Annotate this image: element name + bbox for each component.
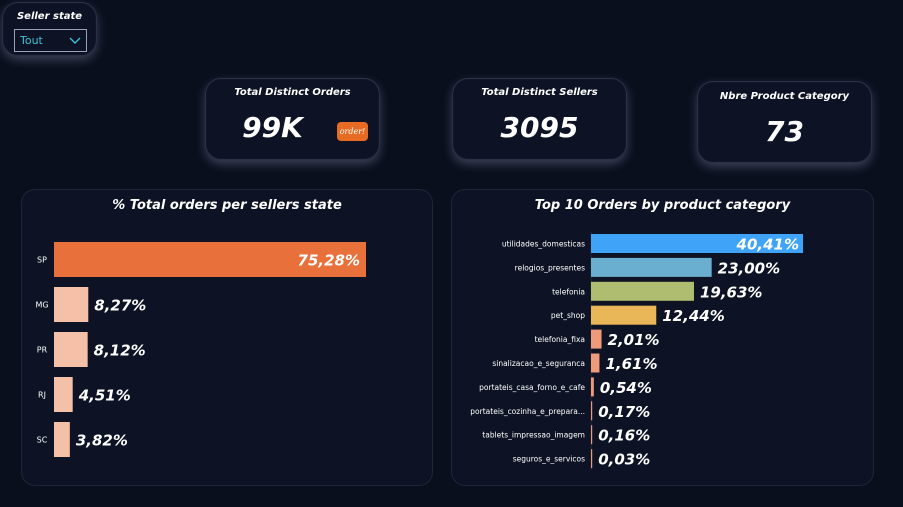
kpi-total-distinct-sellers: Total Distinct Sellers 3095 xyxy=(452,78,627,160)
state-bar[interactable] xyxy=(54,332,88,367)
state-data-label: 3,82% xyxy=(76,432,128,450)
kpi-product-category-count: Nbre Product Category 73 xyxy=(697,81,872,163)
kpi-value: 3095 xyxy=(500,111,579,144)
top-categories-panel: Top 10 Orders by product category utilid… xyxy=(451,189,874,486)
category-bar[interactable] xyxy=(591,401,593,421)
category-data-label: 12,44% xyxy=(662,307,724,325)
slicer-title: Seller state xyxy=(16,11,83,22)
category-bar[interactable] xyxy=(591,234,803,253)
category-bar[interactable] xyxy=(591,305,657,325)
category-bar[interactable] xyxy=(591,281,694,301)
category-tick-label: utilidades_domesticas xyxy=(502,240,585,249)
category-tick-label: telefonia xyxy=(552,287,585,296)
state-bar[interactable] xyxy=(54,422,70,457)
category-data-label: 1,61% xyxy=(605,355,657,373)
kpi-title: Nbre Product Category xyxy=(719,91,850,102)
category-tick-label: relogios_presentes xyxy=(515,263,585,272)
category-tick-label: tablets_impressao_imagem xyxy=(482,431,585,440)
category-data-label: 0,03% xyxy=(598,451,650,469)
state-bar[interactable] xyxy=(54,377,73,412)
order-badge-logo: order! xyxy=(337,122,368,141)
chart-title: % Total orders per sellers state xyxy=(112,198,342,213)
chevron-down-icon xyxy=(69,37,81,45)
state-tick-label: SC xyxy=(37,436,48,445)
orders-per-state-chart: SP 75,28% MG 8,27% PR 8,12% RJ 4,51% SC 3,82% xyxy=(35,242,366,457)
kpi-title: Total Distinct Sellers xyxy=(481,87,598,98)
category-data-label: 2,01% xyxy=(608,331,660,349)
state-bar[interactable] xyxy=(54,242,366,277)
category-bar[interactable] xyxy=(591,449,593,469)
category-tick-label: pet_shop xyxy=(551,311,585,320)
state-tick-label: MG xyxy=(35,301,48,310)
category-data-label: 0,54% xyxy=(600,379,652,397)
state-data-label: 4,51% xyxy=(78,387,131,405)
top-categories-chart: utilidades_domesticas 40,41% relogios_pres… xyxy=(470,232,803,470)
state-data-label: 8,27% xyxy=(94,297,146,315)
state-data-label: 8,12% xyxy=(94,342,146,360)
kpi-value: 99K xyxy=(242,111,303,144)
category-tick-label: portateis_cozinha_e_prepara... xyxy=(470,407,585,416)
category-tick-label: sinalizacao_e_seguranca xyxy=(492,359,585,368)
state-bar[interactable] xyxy=(54,287,89,322)
seller-state-dropdown[interactable]: Tout xyxy=(14,29,87,52)
seller-state-slicer: Seller state Tout xyxy=(2,2,97,56)
state-tick-label: RJ xyxy=(38,391,46,400)
category-data-label: 0,17% xyxy=(598,403,650,421)
state-tick-label: SP xyxy=(37,256,47,265)
category-tick-label: seguros_e_servicos xyxy=(513,455,585,464)
category-data-label: 40,41% xyxy=(736,236,799,254)
category-bar[interactable] xyxy=(591,329,602,349)
kpi-title: Total Distinct Orders xyxy=(234,87,351,98)
kpi-value: 73 xyxy=(765,115,804,148)
category-bar[interactable] xyxy=(591,353,600,373)
category-bar[interactable] xyxy=(591,257,712,277)
state-data-label: 75,28% xyxy=(298,252,360,270)
category-data-label: 0,16% xyxy=(598,427,650,445)
state-tick-label: PR xyxy=(37,346,48,355)
slicer-selected-value: Tout xyxy=(20,34,43,47)
category-bar[interactable] xyxy=(591,425,593,445)
category-data-label: 23,00% xyxy=(718,259,780,277)
chart-title: Top 10 Orders by product category xyxy=(534,198,791,213)
category-tick-label: portateis_casa_forno_e_cafe xyxy=(479,383,585,392)
category-bar[interactable] xyxy=(591,377,594,397)
orders-per-state-panel: % Total orders per sellers state SP 75,28… xyxy=(21,189,433,486)
kpi-total-distinct-orders: Total Distinct Orders 99K order! xyxy=(205,78,380,160)
category-tick-label: telefonia_fixa xyxy=(535,335,585,344)
category-data-label: 19,63% xyxy=(700,283,762,301)
